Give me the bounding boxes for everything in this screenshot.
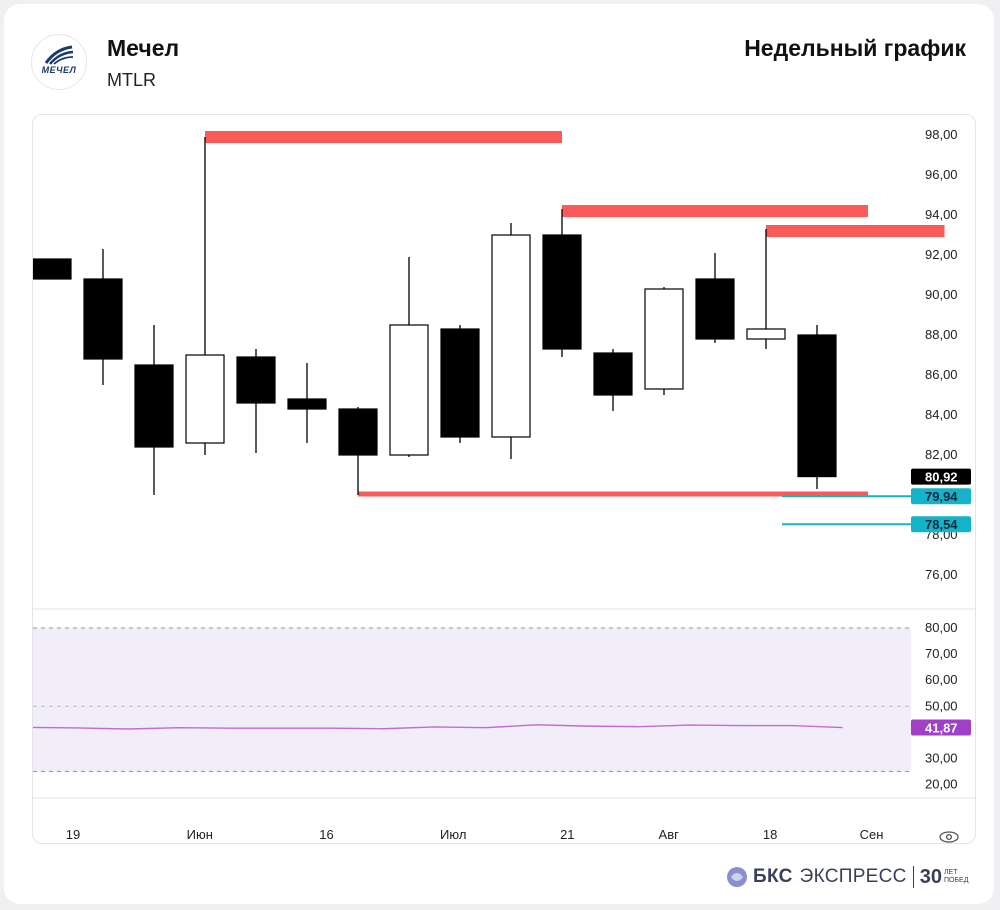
candle-bull xyxy=(389,324,429,456)
price-axis-label: 92,00 xyxy=(925,247,958,262)
price-axis-label: 90,00 xyxy=(925,287,958,302)
price-axis-label: 76,00 xyxy=(925,567,958,582)
price-axis-label: 84,00 xyxy=(925,407,958,422)
years-caption-line1: ЛЕТ xyxy=(943,869,958,876)
candle-bear xyxy=(695,278,735,340)
rsi-axis-label: 60,00 xyxy=(925,672,958,687)
time-axis-label: 19 xyxy=(66,827,80,842)
rsi-line xyxy=(33,724,843,730)
eye-icon[interactable] xyxy=(939,831,959,843)
time-axis-label: 21 xyxy=(560,827,574,842)
rsi-axis-label: 80,00 xyxy=(925,620,958,635)
eye-icon-pupil xyxy=(945,833,953,841)
chart-title: Недельный график xyxy=(744,35,966,61)
brand-express: ЭКСПРЕСС xyxy=(799,866,907,887)
last-price-label: 80,92 xyxy=(925,470,958,485)
chart-card: МЕЧЕЛ Мечел MTLR Недельный график 98,00 9… xyxy=(4,4,994,904)
years-number: 30 xyxy=(919,865,942,888)
chart-svg[interactable]: 98,00 96,00 94,00 92,00 90,00 88,00 86,00 84,00… xyxy=(33,115,975,843)
resistance-level xyxy=(205,131,562,143)
candle-bear xyxy=(338,408,378,456)
eye-icon-outline xyxy=(939,831,959,843)
candle-bear xyxy=(542,234,582,350)
chart-area[interactable]: 98,00 96,00 94,00 92,00 90,00 88,00 86,00 84,00… xyxy=(32,114,976,844)
brand-bcs: БКС xyxy=(753,866,793,887)
price-axis-label: 82,00 xyxy=(925,447,958,462)
time-axis-label: Июл xyxy=(440,827,466,842)
rsi-value-tag xyxy=(911,719,971,736)
rsi-band xyxy=(33,628,911,772)
price-axis-label: 98,00 xyxy=(925,127,958,142)
last-price-tag xyxy=(911,468,971,485)
price-axis-label: 94,00 xyxy=(925,207,958,222)
rsi-axis-label: 50,00 xyxy=(925,698,958,713)
time-axis-label: Авг xyxy=(659,827,680,842)
time-axis-label: 16 xyxy=(319,827,333,842)
target-price-tag xyxy=(911,488,971,505)
candle-bull xyxy=(644,288,684,390)
support-level xyxy=(358,491,868,497)
rsi-value-label: 41,87 xyxy=(925,721,958,736)
candle-bear xyxy=(440,328,480,438)
rsi-axis-label: 20,00 xyxy=(925,777,958,792)
mechel-logo-mark xyxy=(44,45,74,65)
candle-bull xyxy=(185,354,225,444)
time-axis-label: Сен xyxy=(860,827,884,842)
time-axis-label: Июн xyxy=(187,827,213,842)
candle-bear xyxy=(83,278,123,360)
candle-bear xyxy=(593,352,633,396)
time-axis-label: 18 xyxy=(763,827,777,842)
price-axis-label: 88,00 xyxy=(925,327,958,342)
price-axis-label: 86,00 xyxy=(925,367,958,382)
target-price-label: 78,54 xyxy=(925,517,958,532)
footer-brand: БКС ЭКСПРЕСС 30 ЛЕТ ПОБЕД xyxy=(726,862,968,892)
candle-bear xyxy=(134,364,174,448)
candle-bear xyxy=(33,258,72,280)
target-price-label: 79,94 xyxy=(925,489,958,504)
resistance-level xyxy=(766,225,945,237)
candle-bull xyxy=(491,234,531,438)
resistance-level xyxy=(562,205,868,217)
target-price-tag xyxy=(911,516,971,533)
logo-text: МЕЧЕЛ xyxy=(41,65,77,75)
candle-bear xyxy=(236,356,276,404)
company-name: Мечел xyxy=(107,35,180,61)
footer-separator xyxy=(912,866,914,888)
years-caption-line2: ПОБЕД xyxy=(943,877,969,884)
candle-bull xyxy=(746,328,786,340)
candle-bear xyxy=(797,334,837,478)
price-axis-label: 96,00 xyxy=(925,167,958,182)
rsi-axis-label: 70,00 xyxy=(925,646,958,661)
bcs-icon xyxy=(727,867,747,887)
mechel-logo: МЕЧЕЛ xyxy=(31,34,87,90)
years-caption: ЛЕТ ПОБЕД xyxy=(944,869,968,885)
rsi-axis-label: 30,00 xyxy=(925,750,958,765)
candle-bear xyxy=(287,398,327,410)
ticker: MTLR xyxy=(107,70,156,90)
